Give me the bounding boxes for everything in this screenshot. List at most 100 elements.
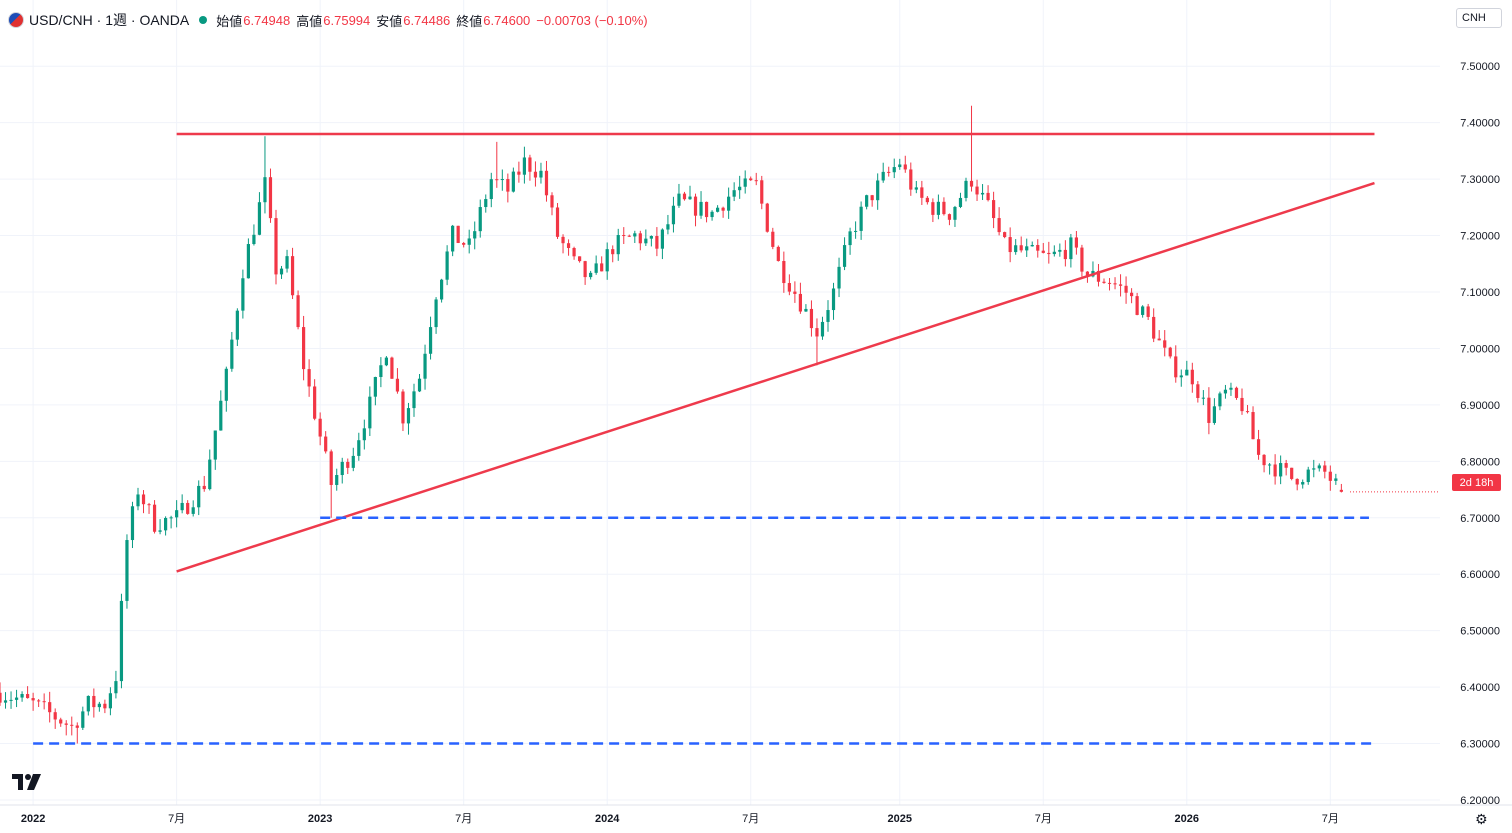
candle-body — [566, 243, 571, 249]
candle-body — [1030, 244, 1034, 247]
candle-body — [704, 201, 709, 218]
candle-body — [202, 485, 206, 490]
candle-body — [1317, 465, 1321, 469]
candle-body — [417, 378, 422, 392]
currency-button[interactable]: CNH — [1456, 8, 1502, 28]
candle-body — [346, 461, 350, 468]
time-tick-label: 2023 — [308, 813, 332, 825]
candle-body — [522, 157, 526, 175]
candle-body — [1190, 369, 1194, 385]
grid — [0, 0, 1440, 805]
candle-body — [826, 310, 830, 322]
tradingview-logo-icon[interactable] — [12, 774, 42, 792]
candle-body — [462, 242, 466, 245]
candle-body — [975, 186, 979, 195]
candle-body — [583, 261, 587, 278]
candle-body — [9, 699, 13, 701]
candle-body — [898, 164, 902, 168]
candle-body — [136, 494, 140, 507]
candle-body — [1041, 250, 1045, 253]
time-axis: 2022 7月 2023 7月 2024 7月 2025 7月 2026 7月 — [0, 804, 1512, 825]
candle-body — [1207, 397, 1211, 423]
candle-body — [1008, 237, 1012, 253]
price-tick-label: 7.50000 — [1460, 61, 1500, 73]
price-tick-label: 6.50000 — [1460, 626, 1500, 638]
candle-body — [1323, 465, 1327, 472]
price-tick-label: 6.90000 — [1460, 400, 1500, 412]
candle-body — [379, 365, 383, 378]
candle-body — [710, 211, 714, 218]
candle-body — [1295, 478, 1299, 485]
time-tick-label: 7月 — [1322, 813, 1339, 825]
candle-body — [169, 517, 173, 519]
candle-body — [1118, 284, 1123, 286]
candle-body — [1058, 249, 1062, 252]
candle-body — [1163, 340, 1167, 348]
candle-body — [798, 293, 802, 312]
candle-body — [373, 377, 377, 397]
candle-body — [313, 386, 317, 419]
candle-body — [92, 695, 96, 708]
candle-body — [230, 339, 234, 369]
candle-body — [362, 428, 366, 441]
candle-body — [246, 244, 250, 279]
candle-body — [335, 475, 339, 485]
candle-body — [1279, 463, 1283, 477]
candle-body — [914, 187, 918, 190]
candle-body — [561, 236, 565, 244]
candles — [0, 105, 1343, 744]
candle-body — [809, 308, 814, 329]
candle-body — [0, 692, 2, 703]
low-label: 安値 — [376, 13, 403, 29]
price-tick-label: 6.20000 — [1460, 795, 1500, 807]
candle-body — [108, 693, 112, 709]
candle-body — [688, 196, 692, 200]
candle-body — [1306, 469, 1310, 483]
candle-body — [1328, 471, 1332, 481]
candle-body — [456, 225, 460, 243]
candle-body — [158, 530, 162, 532]
candle-body — [1107, 282, 1112, 284]
symbol-title[interactable]: USD/CNH · 1週 · OANDA — [29, 12, 190, 28]
candle-body — [644, 238, 648, 244]
candle-body — [1135, 296, 1139, 315]
price-tick-label: 6.40000 — [1460, 682, 1500, 694]
candle-body — [1168, 347, 1172, 357]
price-axis: 7.50000 7.40000 7.30000 7.20000 7.10000 7.000… — [1460, 61, 1500, 807]
candle-body — [953, 206, 957, 220]
candle-body — [605, 249, 609, 272]
candle-body — [125, 540, 129, 601]
candle-body — [1256, 439, 1261, 455]
candle-body — [859, 206, 863, 231]
time-tick-label: 7月 — [1035, 813, 1052, 825]
candle-body — [285, 256, 289, 269]
candle-body — [14, 697, 19, 700]
candle-body — [1251, 412, 1255, 440]
candle-body — [197, 485, 201, 508]
price-tick-label: 6.80000 — [1460, 456, 1500, 468]
price-tick-label: 6.30000 — [1460, 739, 1500, 751]
candle-body — [406, 408, 411, 424]
candle-body — [649, 236, 653, 239]
candle-body — [732, 190, 736, 197]
candle-body — [942, 201, 946, 215]
change-value: −0.00703 (−0.10%) — [536, 12, 648, 28]
candle-body — [727, 196, 731, 211]
candle-body — [268, 177, 273, 219]
time-tick-label: 7月 — [742, 813, 759, 825]
candle-body — [434, 299, 438, 328]
candle-body — [876, 180, 880, 201]
gear-icon[interactable]: ⚙ — [1475, 811, 1488, 827]
candle-body — [495, 179, 499, 181]
candle-body — [611, 249, 615, 255]
candle-body — [1146, 306, 1150, 317]
candle-body — [48, 702, 52, 713]
candle-body — [290, 256, 295, 296]
candle-body — [511, 171, 515, 192]
candle-body — [903, 164, 907, 170]
candle-body — [909, 169, 913, 190]
candle-body — [660, 229, 664, 249]
candle-body — [279, 268, 284, 275]
candle-body — [931, 202, 935, 215]
